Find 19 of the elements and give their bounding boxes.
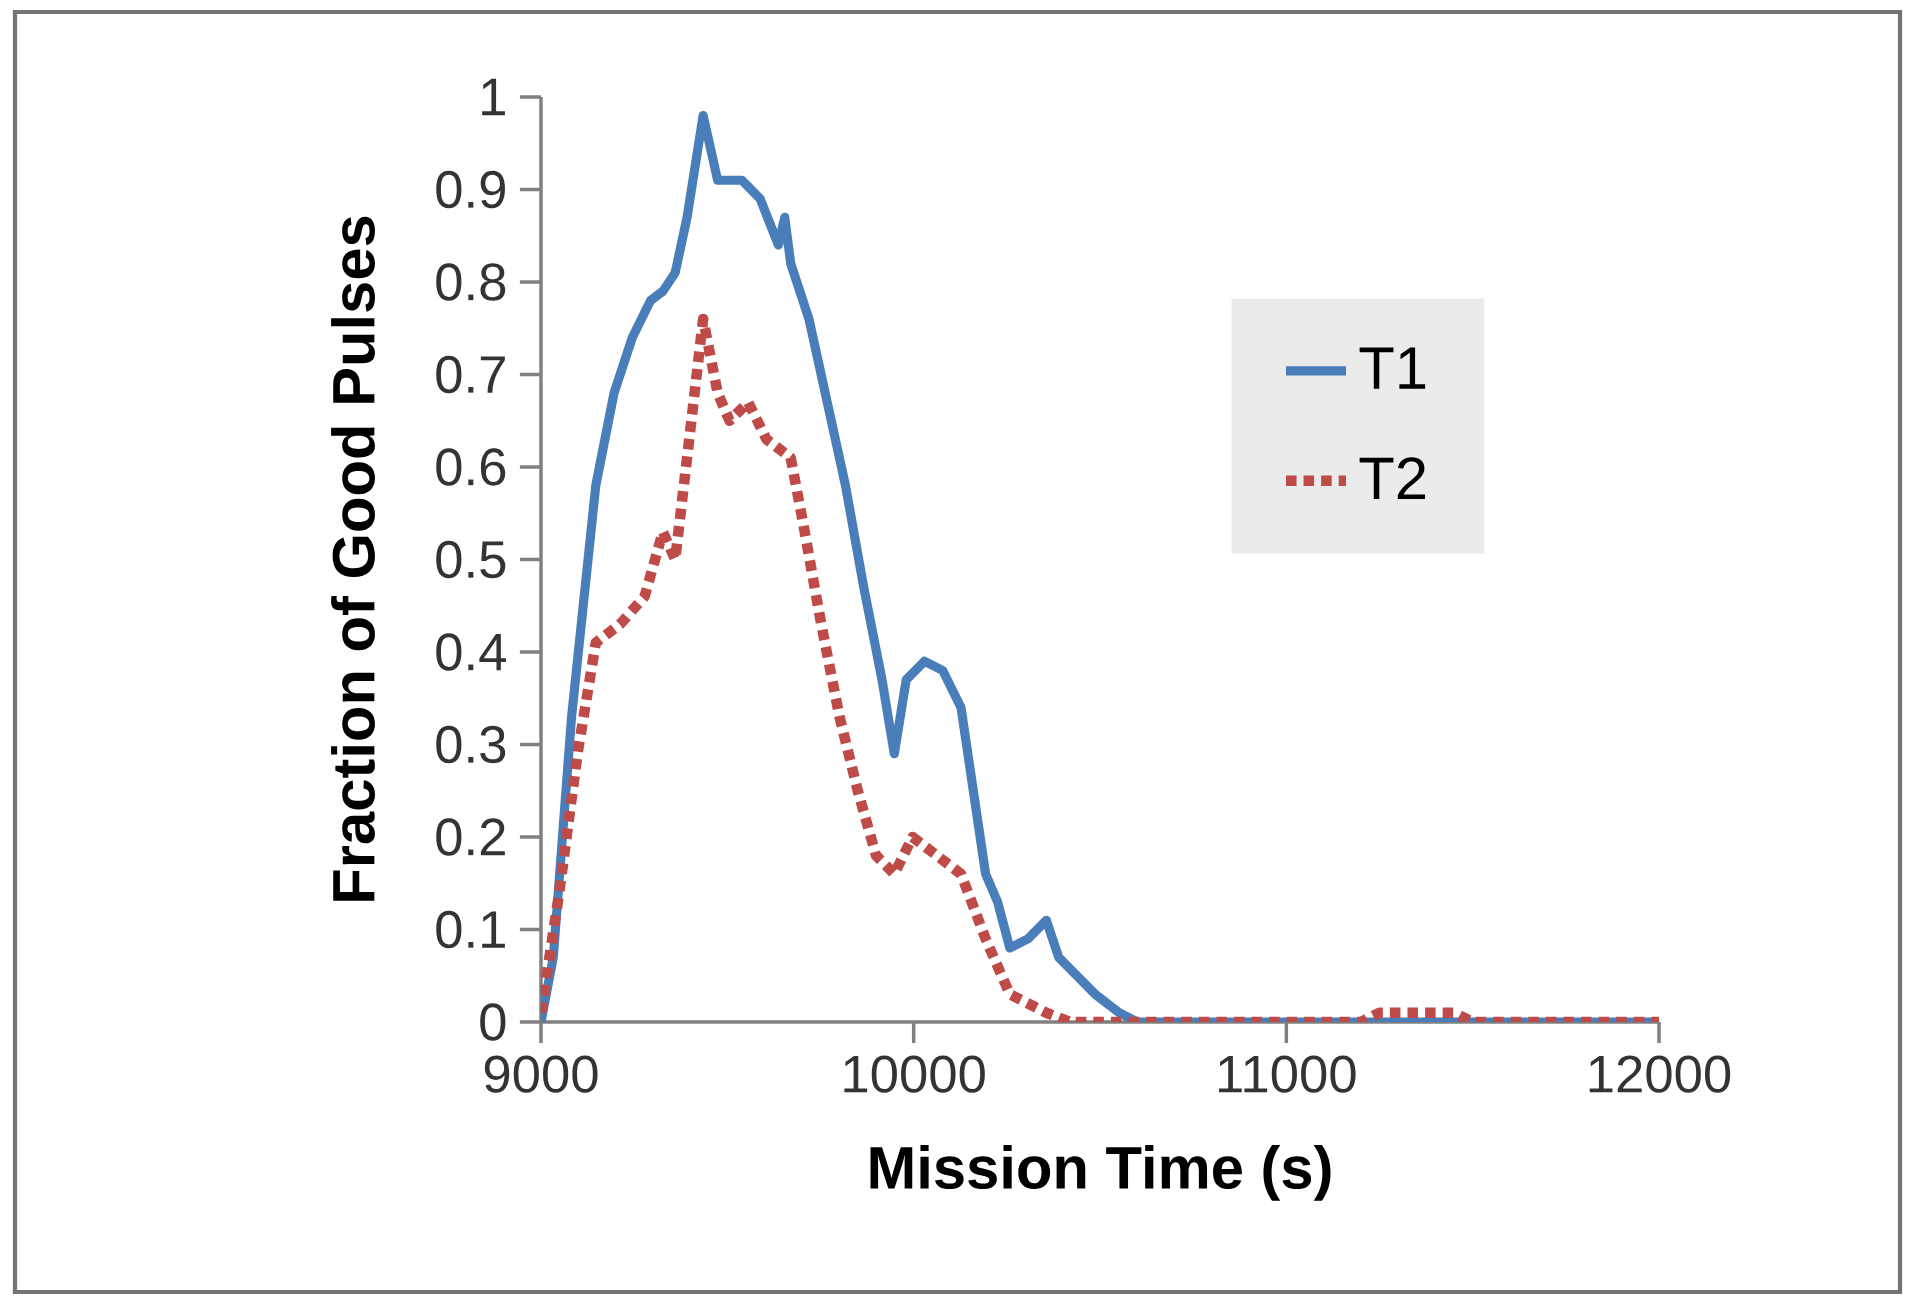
- x-tick-label: 9000: [484, 1055, 598, 1093]
- legend-label: T1: [1359, 347, 1426, 389]
- y-tick-label: 0.2: [436, 818, 505, 856]
- y-tick-label: 0.6: [436, 448, 506, 486]
- y-tick-label: 0.9: [436, 170, 505, 209]
- y-axis-title: Fraction of Good Pulses: [331, 216, 375, 901]
- x-tick-label: 12000: [1589, 1055, 1731, 1093]
- y-tick-label: 1: [482, 78, 505, 116]
- y-tick-label: 0: [480, 1003, 506, 1041]
- y-tick-label: 0.5: [436, 540, 506, 579]
- y-tick-label: 0.1: [436, 910, 505, 949]
- x-tick-label: 11000: [1219, 1055, 1356, 1093]
- x-tick-label: 10000: [844, 1055, 985, 1093]
- y-tick-label: 0.7: [436, 355, 505, 394]
- legend-label: T2: [1359, 457, 1426, 499]
- x-axis-title: Mission Time (s): [870, 1145, 1331, 1201]
- y-tick-label: 0.4: [436, 633, 506, 671]
- y-tick-label: 0.3: [436, 725, 506, 764]
- y-tick-label: 0.8: [436, 263, 506, 301]
